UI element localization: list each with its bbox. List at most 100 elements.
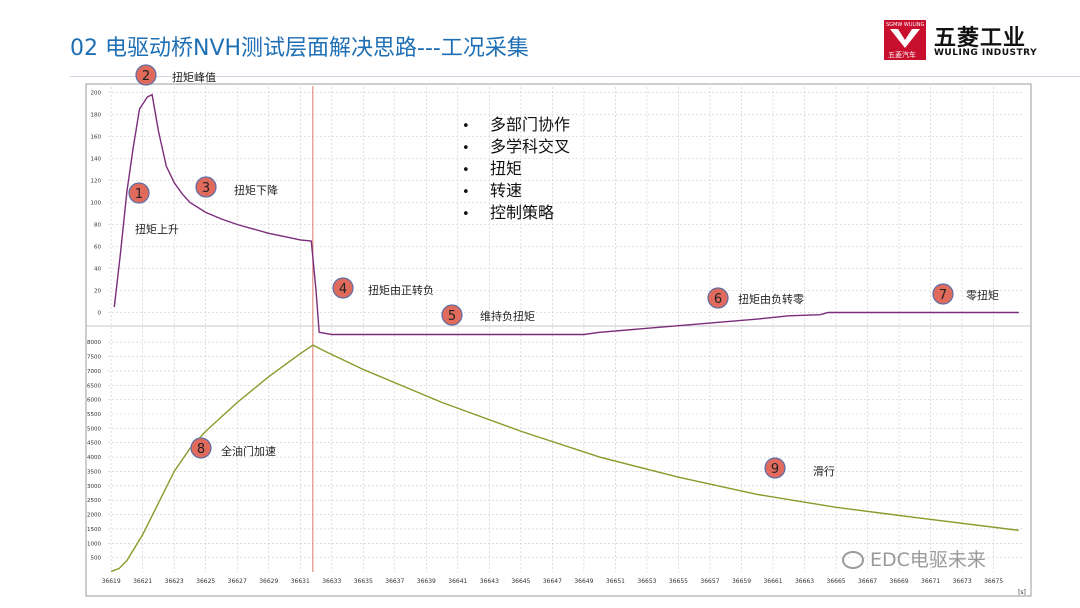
x-tick-label: 36637 [385, 578, 404, 585]
wechat-icon [842, 551, 864, 569]
annotation-marker-number: 6 [714, 292, 722, 307]
x-tick-label: 36643 [480, 578, 499, 585]
torque-tick-label: 100 [91, 201, 102, 207]
annotation-marker-number: 2 [142, 69, 150, 84]
chart-grid [86, 87, 1031, 572]
page-title: 02 电驱动桥NVH测试层面解决思路---工况采集 [70, 36, 529, 61]
x-tick-label: 36663 [795, 578, 814, 585]
annotation-label: 维持负扭矩 [480, 309, 535, 323]
annotation-marker-circle [332, 277, 354, 299]
annotation-label: 扭矩峰值 [172, 70, 216, 84]
annotation-marker-circle [441, 304, 463, 326]
x-tick-label: 36661 [763, 578, 782, 585]
badge-top-text: SGMW WULING [886, 22, 925, 28]
annotation-label: 全油门加速 [221, 444, 276, 458]
annotation-marker-circle [128, 182, 150, 204]
x-tick-label: 36629 [259, 578, 278, 585]
x-tick-label: 36675 [984, 578, 1003, 585]
chart-ticks: 36619 36621 36623 36625 36627 36629 36631 36633… [87, 91, 1026, 597]
bullet-item: 转速 [462, 180, 570, 202]
x-tick-label: 36653 [637, 578, 656, 585]
speed-tick-label: 3500 [87, 469, 101, 475]
speed-tick-label: 5000 [87, 426, 101, 432]
annotation-marker-circle [932, 283, 954, 305]
speed-tick-label: 6000 [87, 398, 101, 404]
torque-tick-label: 180 [91, 113, 102, 119]
bullet-item: 多部门协作 [462, 114, 570, 136]
watermark-text: EDC电驱未来 [870, 549, 986, 571]
torque-series-line [113, 93, 1019, 336]
torque-tick-label: 0 [98, 311, 102, 317]
x-tick-label: 36621 [133, 578, 152, 585]
x-tick-label: 36659 [732, 578, 751, 585]
annotation-marker-number: 1 [135, 187, 143, 202]
torque-tick-label: 200 [91, 91, 102, 97]
speed-tick-label: 6500 [87, 383, 101, 389]
annotation-label: 扭矩上升 [135, 222, 179, 236]
x-tick-label: 36645 [511, 578, 530, 585]
annotation-marker-circle [190, 437, 212, 459]
x-tick-label: 36619 [102, 578, 121, 585]
x-tick-label: 36623 [165, 578, 184, 585]
x-tick-label: 36633 [322, 578, 341, 585]
x-unit-label: [s] [1018, 589, 1026, 596]
bullet-item: 扭矩 [462, 158, 570, 180]
x-tick-label: 36651 [606, 578, 625, 585]
speed-tick-label: 2000 [87, 513, 101, 519]
annotation-marker-circle [195, 176, 217, 198]
x-tick-label: 36649 [574, 578, 593, 585]
annotation-label: 滑行 [813, 465, 835, 478]
chart-markers: 1 扭矩上升 2 扭矩峰值 3 扭矩下降 4 扭矩由正转负 5 维持负扭矩 6 扭矩由负转零 7 零扭矩 8… [128, 64, 999, 479]
annotation-marker-circle [707, 287, 729, 309]
speed-tick-label: 1000 [87, 541, 101, 547]
bullet-list: 多部门协作 多学科交叉 扭矩 转速 控制策略 [462, 114, 570, 224]
x-tick-label: 36667 [858, 578, 877, 585]
speed-tick-label: 3000 [87, 484, 101, 490]
speed-tick-label: 4000 [87, 455, 101, 461]
annotation-marker-circle [135, 64, 157, 86]
company-logo: SGMW WULING 五菱汽车 五菱工业 WULING INDUSTRY [884, 20, 1044, 60]
torque-tick-label: 140 [91, 157, 102, 163]
wuling-wings-icon [890, 29, 920, 48]
annotation-marker-number: 5 [448, 309, 456, 324]
x-tick-label: 36635 [354, 578, 373, 585]
annotation-label: 零扭矩 [966, 288, 999, 302]
torque-tick-label: 20 [94, 289, 101, 295]
speed-tick-label: 500 [91, 556, 102, 562]
annotation-label: 扭矩由负转零 [738, 292, 804, 306]
x-tick-label: 36627 [228, 578, 247, 585]
speed-tick-label: 7500 [87, 355, 101, 361]
torque-tick-label: 60 [94, 245, 101, 251]
x-tick-label: 36665 [827, 578, 846, 585]
title-divider [70, 76, 1080, 77]
x-tick-label: 36631 [291, 578, 310, 585]
speed-tick-label: 2500 [87, 498, 101, 504]
wuling-badge-icon: SGMW WULING 五菱汽车 [884, 20, 926, 60]
x-tick-label: 36625 [196, 578, 215, 585]
annotation-label: 扭矩由正转负 [368, 283, 434, 297]
speed-tick-label: 8000 [87, 340, 101, 346]
speed-series-line [110, 344, 1019, 573]
annotation-marker-number: 4 [339, 282, 347, 297]
speed-tick-label: 4500 [87, 441, 101, 447]
annotation-marker-number: 3 [202, 181, 210, 196]
torque-tick-label: 120 [91, 179, 102, 185]
logo-name-en: WULING INDUSTRY [934, 48, 1038, 58]
bullet-item: 控制策略 [462, 202, 570, 224]
watermark: EDC电驱未来 [842, 545, 986, 572]
x-tick-label: 36647 [543, 578, 562, 585]
annotation-marker-circle [764, 457, 786, 479]
torque-tick-label: 80 [94, 223, 101, 229]
annotation-marker-number: 9 [771, 462, 779, 477]
speed-tick-label: 1500 [87, 527, 101, 533]
logo-name-cn: 五菱工业 [934, 26, 1027, 51]
x-tick-label: 36657 [700, 578, 719, 585]
speed-tick-label: 5500 [87, 412, 101, 418]
x-tick-label: 36673 [953, 578, 972, 585]
annotation-marker-number: 8 [197, 442, 205, 457]
bullet-item: 多学科交叉 [462, 136, 570, 158]
x-tick-label: 36669 [890, 578, 909, 585]
x-tick-label: 36655 [669, 578, 688, 585]
x-tick-label: 36641 [448, 578, 467, 585]
